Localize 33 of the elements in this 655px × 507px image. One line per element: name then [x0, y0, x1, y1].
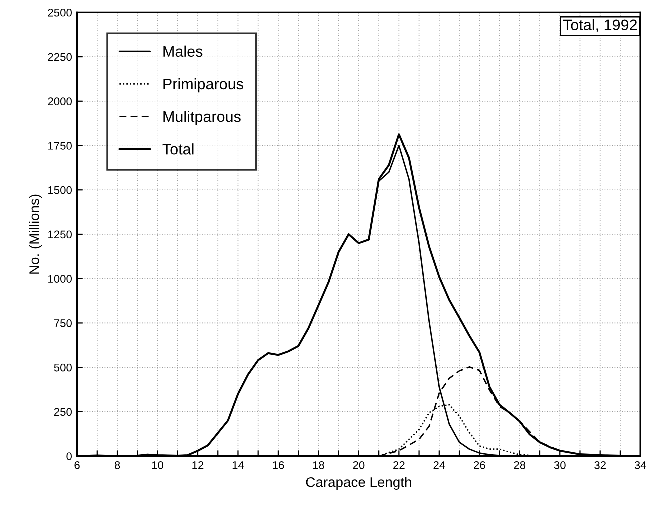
y-tick-label: 250 — [54, 408, 72, 416]
legend-label: Mulitparous — [164, 110, 241, 126]
y-tick-label: 1250 — [48, 230, 72, 239]
x-tick-label: 16 — [273, 461, 284, 470]
x-tick-label: 24 — [434, 461, 446, 470]
x-tick-label: 8 — [114, 461, 120, 470]
x-tick-label: 18 — [313, 461, 324, 470]
x-tick-label: 26 — [474, 461, 486, 470]
x-tick-label: 28 — [514, 461, 526, 470]
x-tick-label: 6 — [74, 461, 80, 470]
legend-label: Males — [164, 46, 203, 58]
legend-label: Total — [162, 144, 194, 155]
x-tick-label: 10 — [152, 461, 164, 470]
y-tick-label: 1500 — [48, 186, 72, 194]
y-tick-label: 0 — [66, 452, 72, 460]
x-tick-label: 12 — [192, 461, 204, 470]
x-tick-label: 22 — [394, 461, 405, 470]
y-axis-title: No. (Millions) — [29, 194, 42, 274]
x-tick-label: 32 — [594, 461, 606, 470]
legend-label: Primiparous — [164, 78, 244, 93]
x-tick-label: 34 — [634, 461, 646, 470]
x-tick-label: 20 — [353, 461, 365, 470]
y-tick-label: 500 — [54, 364, 72, 372]
y-tick-label: 2500 — [48, 8, 72, 17]
x-axis-title: Carapace Length — [306, 477, 412, 490]
y-tick-label: 2250 — [48, 53, 72, 62]
y-tick-label: 2000 — [48, 98, 72, 106]
y-tick-label: 1000 — [48, 275, 72, 283]
y-tick-label: 750 — [54, 319, 72, 328]
annotation: Total, 1992 — [563, 19, 638, 32]
x-tick-label: 30 — [554, 461, 566, 470]
x-tick-label: 14 — [232, 462, 244, 470]
y-tick-label: 1750 — [48, 142, 72, 150]
